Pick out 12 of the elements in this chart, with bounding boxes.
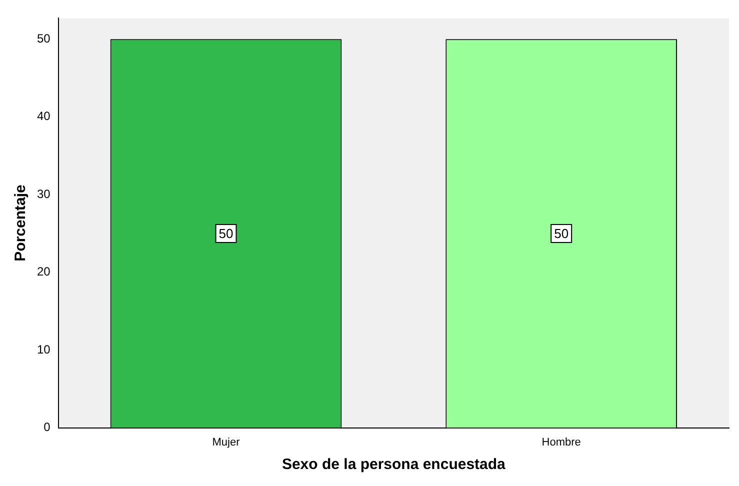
x-axis-title: Sexo de la persona encuestada bbox=[282, 456, 506, 474]
y-tick-label: 0 bbox=[44, 420, 51, 434]
y-tick-label: 50 bbox=[36, 32, 51, 46]
data-label: 50 bbox=[218, 226, 234, 242]
data-label: 50 bbox=[554, 226, 569, 242]
y-tick-label: 10 bbox=[36, 342, 51, 356]
y-tick-label: 40 bbox=[36, 109, 51, 124]
y-tick-label: 30 bbox=[36, 186, 51, 201]
y-axis-title: Porcentaje bbox=[12, 184, 30, 262]
x-tick-label: Mujer bbox=[212, 436, 240, 448]
x-tick-label: Hombre bbox=[542, 436, 581, 448]
y-tick-label: 20 bbox=[36, 264, 51, 279]
